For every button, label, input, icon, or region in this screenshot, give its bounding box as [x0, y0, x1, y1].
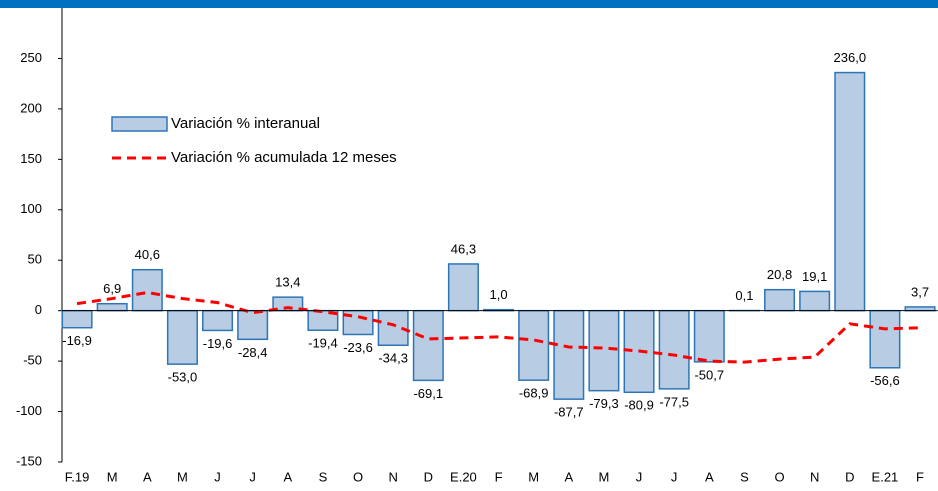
x-tick-label: F.19: [65, 469, 90, 484]
y-tick-label: 200: [20, 100, 42, 115]
x-tick-label: M: [599, 469, 610, 484]
y-tick-label: 100: [20, 201, 42, 216]
bar: [658, 309, 690, 390]
value-label: -19,4: [308, 336, 338, 351]
value-label: 20,8: [767, 267, 792, 282]
x-tick-label: E.20: [450, 469, 477, 484]
x-tick-label: O: [774, 469, 784, 484]
x-tick-label: N: [388, 469, 397, 484]
x-tick-label: F: [495, 469, 503, 484]
legend-swatch: [111, 116, 168, 132]
value-label: 19,1: [802, 269, 827, 284]
value-label: -16,9: [62, 333, 92, 348]
x-tick-label: M: [528, 469, 539, 484]
x-tick-label: N: [810, 469, 819, 484]
x-tick-label: S: [319, 469, 328, 484]
line: [76, 290, 921, 364]
value-label: 1,0: [490, 287, 508, 302]
value-label: -79,3: [589, 396, 619, 411]
bar: [834, 71, 866, 312]
x-tick-label: M: [177, 469, 188, 484]
value-label: -87,7: [554, 405, 584, 420]
bar: [518, 309, 550, 381]
value-label: -77,5: [659, 394, 689, 409]
bar: [904, 306, 936, 312]
y-tick-label: -50: [23, 353, 42, 368]
x-tick-label: A: [705, 469, 714, 484]
x-tick-label: A: [143, 469, 152, 484]
value-label: 6,9: [103, 281, 121, 296]
x-tick-label: D: [424, 469, 433, 484]
x-tick-label: D: [845, 469, 854, 484]
value-label: 0,1: [735, 288, 753, 303]
value-label: -80,9: [624, 398, 654, 413]
bar: [799, 290, 831, 312]
y-tick-label: 50: [28, 252, 42, 267]
x-tick-label: F: [916, 469, 924, 484]
bar: [61, 309, 93, 329]
bar: [588, 309, 620, 392]
value-label: -53,0: [168, 370, 198, 385]
x-tick-label: A: [283, 469, 292, 484]
x-tick-label: O: [353, 469, 363, 484]
value-label: -56,6: [870, 373, 900, 388]
legend-label: Variación % acumulada 12 meses: [171, 149, 397, 166]
value-label: -19,6: [203, 336, 233, 351]
y-tick-label: 150: [20, 151, 42, 166]
value-label: -28,4: [238, 345, 268, 360]
value-label: -23,6: [343, 340, 373, 355]
x-tick-label: M: [107, 469, 118, 484]
value-label: -34,3: [378, 351, 408, 366]
x-tick-label: J: [214, 469, 221, 484]
x-tick-label: A: [564, 469, 573, 484]
header-banner: [0, 0, 938, 8]
x-tick-label: E.21: [872, 469, 899, 484]
y-tick-label: 250: [20, 50, 42, 65]
value-label: 3,7: [911, 284, 929, 299]
value-label: 13,4: [275, 275, 300, 290]
bar: [96, 302, 128, 312]
bar: [412, 309, 444, 382]
bar: [202, 309, 234, 332]
y-tick-label: -150: [16, 453, 42, 468]
bar: [869, 309, 901, 369]
y-tick-label: -100: [16, 403, 42, 418]
value-label: 236,0: [834, 50, 867, 65]
y-tick-label: 0: [35, 302, 42, 317]
value-label: 46,3: [451, 241, 476, 256]
bar: [131, 268, 163, 312]
x-tick-label: S: [740, 469, 749, 484]
value-label: 40,6: [135, 247, 160, 262]
bar: [693, 309, 725, 363]
value-label: -50,7: [694, 367, 724, 382]
x-tick-label: J: [249, 469, 256, 484]
bar: [553, 309, 585, 400]
value-label: -68,9: [519, 386, 549, 401]
bar: [166, 309, 198, 365]
value-label: -69,1: [413, 386, 443, 401]
legend-label: Variación % interanual: [171, 115, 320, 132]
bar: [447, 263, 479, 312]
x-tick-label: J: [671, 469, 678, 484]
bar: [764, 288, 796, 312]
x-tick-label: J: [636, 469, 643, 484]
bar: [237, 309, 269, 341]
plot-area: -150 -100 -50 0 50 100 150 200 250 F.19 M A M J J A S O N D…: [16, 8, 938, 484]
